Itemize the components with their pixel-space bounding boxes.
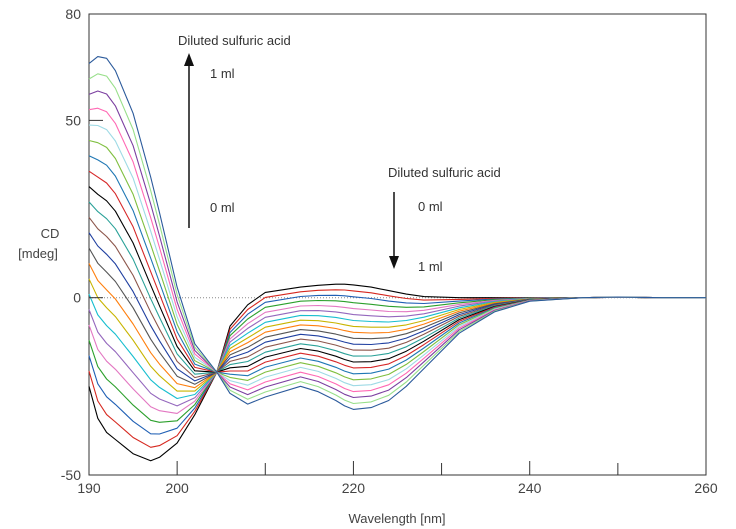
spectrum-line [88, 155, 706, 377]
left-annotation-title: Diluted sulfuric acid [178, 33, 291, 48]
y-tick-label: 80 [65, 6, 81, 22]
y-axis-label-line2: [mdeg] [18, 246, 58, 261]
x-tick-label: 260 [694, 480, 718, 496]
x-tick-label: 190 [77, 480, 101, 496]
x-tick-label: 200 [165, 480, 189, 496]
spectrum-line [88, 170, 706, 373]
spectrum-line [88, 56, 706, 410]
y-tick-label: 50 [65, 112, 81, 128]
spectrum-line [88, 107, 706, 393]
y-axis-label-line1: CD [41, 226, 60, 241]
spectrum-line [88, 90, 706, 399]
right-annotation-bottom-label: 1 ml [418, 259, 443, 274]
spectrum-line [88, 73, 706, 405]
spectrum-curves [88, 56, 706, 462]
up-arrow-icon [184, 53, 194, 228]
x-axis-label: Wavelength [nm] [348, 511, 445, 526]
y-tick-label: 0 [73, 290, 81, 306]
axis-ticks: 190 200 220 240 260 -50 0 50 80 [61, 6, 718, 496]
x-tick-label: 240 [518, 480, 542, 496]
down-arrow-icon [389, 192, 399, 269]
right-annotation-top-label: 0 ml [418, 199, 443, 214]
spectrum-line [88, 186, 706, 373]
left-annotation-bottom-label: 0 ml [210, 200, 235, 215]
y-tick-label: -50 [61, 467, 81, 483]
spectrum-line [88, 201, 706, 375]
left-annotation-top-label: 1 ml [210, 66, 235, 81]
plot-frame [88, 13, 707, 476]
x-tick-label: 220 [342, 480, 366, 496]
right-annotation-title: Diluted sulfuric acid [388, 165, 501, 180]
